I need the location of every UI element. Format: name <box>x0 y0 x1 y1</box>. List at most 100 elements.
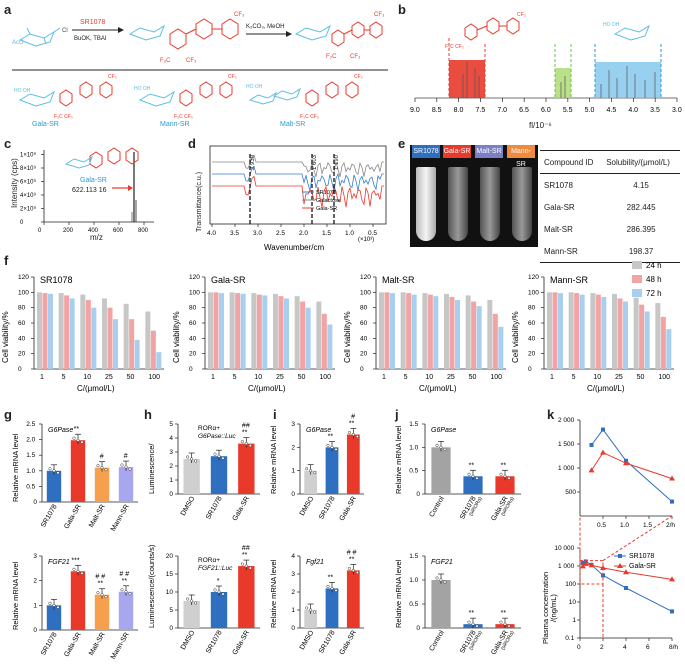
pk-y-label: Plasma concentration <box>541 572 550 644</box>
ms-y-tick-label: 8×10⁹ <box>20 165 37 172</box>
viability-y-tick-label: 0 <box>360 366 364 373</box>
viability-bar <box>48 293 53 369</box>
viability-chart-sr1078: Cell viability/% 0 20 40 60 80 100 120 SR1078 1 5 1… <box>1 274 164 393</box>
g-top-point <box>56 471 60 475</box>
h-bottom-caption-1: RORα+ <box>198 557 220 564</box>
g-top-point <box>128 467 132 471</box>
panel-label-j: j <box>395 407 399 422</box>
g-bottom-x-tick-label: Mann-SR <box>110 632 131 661</box>
g-top-y-label: Relative mRNA level <box>11 433 20 502</box>
viability-legend: 24 h 48 h 72 h <box>632 261 662 298</box>
viability-x-tick-label: 25 <box>615 374 623 381</box>
i-top-point <box>351 432 355 437</box>
ms-compound-name: Gala-SR <box>80 177 107 184</box>
viability-x-tick-label: 50 <box>298 374 306 381</box>
h-top-bar <box>238 443 255 494</box>
pk-bottom-point <box>588 562 595 568</box>
i-top-y-tick-label: 3 <box>291 421 295 428</box>
g-top-y-tick-label: 1.0 <box>26 468 35 475</box>
h-bottom-point <box>213 588 217 592</box>
ms-sr-structure <box>89 147 139 169</box>
viability-y-label: Cell viability/% <box>172 311 181 363</box>
j-bottom-point <box>471 622 475 626</box>
tube-label-mann-sr: Mann-SR <box>507 145 535 168</box>
viability-chart-title: Malt-SR <box>382 275 415 285</box>
h-top-y-tick-label: 2 <box>169 463 173 470</box>
h-top-caption-1: RORα+ <box>198 425 220 432</box>
pk-bottom-point <box>624 585 628 590</box>
g-bottom-x-tick-label: Malt-SR <box>88 632 107 657</box>
cell-solubility: 4.15 <box>633 180 649 190</box>
ms-y-tick-label: 6×10⁹ <box>20 179 37 186</box>
panel-label-a: a <box>4 2 12 17</box>
panel-label-b: b <box>398 2 406 17</box>
h-top-point <box>221 456 225 460</box>
g-top-x-tick-label: Mann-SR <box>110 504 131 533</box>
viability-bar <box>85 300 91 369</box>
viability-x-tick-label: 5 <box>404 374 408 381</box>
i-top: Relative mRNA level 0 1 2 3 G6Pase DMSO ** SR107… <box>269 414 364 522</box>
pk-bottom-y-tick-label: 1 000 <box>558 563 575 570</box>
ir-x-tick-label: 4.0 <box>207 230 216 237</box>
g-bottom-significance: *** <box>71 557 79 564</box>
j-top-point <box>439 445 443 449</box>
j-top-point <box>475 476 479 480</box>
nmr-tick-label: 6.0 <box>541 107 551 114</box>
viability-x-tick-label: 1 <box>382 374 386 381</box>
ir-legend-gala-sr: Gala-SR <box>316 206 337 212</box>
svg-text:CF₃: CF₃ <box>234 12 245 18</box>
j-top-point <box>443 447 447 451</box>
ir-x-tick-label: 2.5 <box>276 230 285 237</box>
viability-bar <box>595 294 601 369</box>
j-top-significance: ** <box>501 462 507 469</box>
table-row: Gala-SR 282.445 <box>540 196 680 218</box>
ir-x-tick-label: 3.0 <box>253 230 262 237</box>
viability-bar <box>102 298 107 369</box>
viability-bar <box>465 295 471 369</box>
j-bottom-y-tick-label: 0.5 <box>409 601 418 608</box>
nmr-sr-structure <box>464 17 520 41</box>
viability-bar <box>145 311 151 369</box>
legend-label: 72 h <box>646 289 662 298</box>
h-top-point <box>186 455 190 459</box>
i-bottom-gene: Fgf21 <box>306 559 324 566</box>
h-bottom-bar <box>238 566 255 628</box>
g-bottom-significance: ** <box>98 581 104 588</box>
svg-text:HO OH: HO OH <box>246 84 263 90</box>
viability-bar <box>574 293 580 369</box>
g-top-point <box>100 466 104 470</box>
pk-bottom-x-tick-label: 2 <box>600 644 604 651</box>
viability-x-tick-label: 25 <box>447 374 455 381</box>
viability-bar <box>91 307 97 369</box>
viability-bar <box>150 330 156 369</box>
viability-bar <box>552 292 558 369</box>
g-bottom-x-tick-label: Gala-SR <box>63 632 82 659</box>
i-top-point <box>330 445 334 449</box>
viability-bar <box>617 298 623 369</box>
tube-sr1078-cloudy <box>416 167 436 241</box>
i-top-y-tick-label: 1 <box>291 468 295 475</box>
ir-legend-galactose: Galactose <box>316 198 341 204</box>
synthesis-scheme: AcO Cl SR1078 BuOK, TBAI F₃C CF₃ CF₃ K₂C… <box>12 12 388 128</box>
i-bottom-y-tick-label: 2 <box>291 589 295 596</box>
viability-bar <box>107 307 113 369</box>
i-bottom-point <box>313 610 317 614</box>
panel-label-g: g <box>4 407 12 422</box>
pk-bottom-x-tick-label: 8/h <box>669 644 678 651</box>
viability-bar <box>390 293 395 369</box>
h-bottom-x-tick-label: DMSO <box>180 629 197 651</box>
viability-bar <box>601 296 607 369</box>
i-top-point <box>309 469 313 473</box>
ms-x-ticks: 0 200 400 600 800 <box>38 222 149 234</box>
g-bottom-significance: ** <box>122 578 128 585</box>
i-top-point <box>347 430 351 435</box>
viability-bar <box>251 293 257 369</box>
cell-compound: Gala-SR <box>544 202 575 212</box>
i-bottom-x-tick-label: SR1078 <box>318 629 337 654</box>
viability-y-tick-label: 0 <box>528 366 532 373</box>
h-bottom-y-tick-label: 0 <box>169 625 173 632</box>
i-top-significance: ** <box>349 421 355 428</box>
viability-chart-title: Gala-SR <box>211 275 246 285</box>
header-compound-id: Compound ID <box>544 157 594 167</box>
i-bottom-x-tick-label: Gala-SR <box>339 630 358 657</box>
